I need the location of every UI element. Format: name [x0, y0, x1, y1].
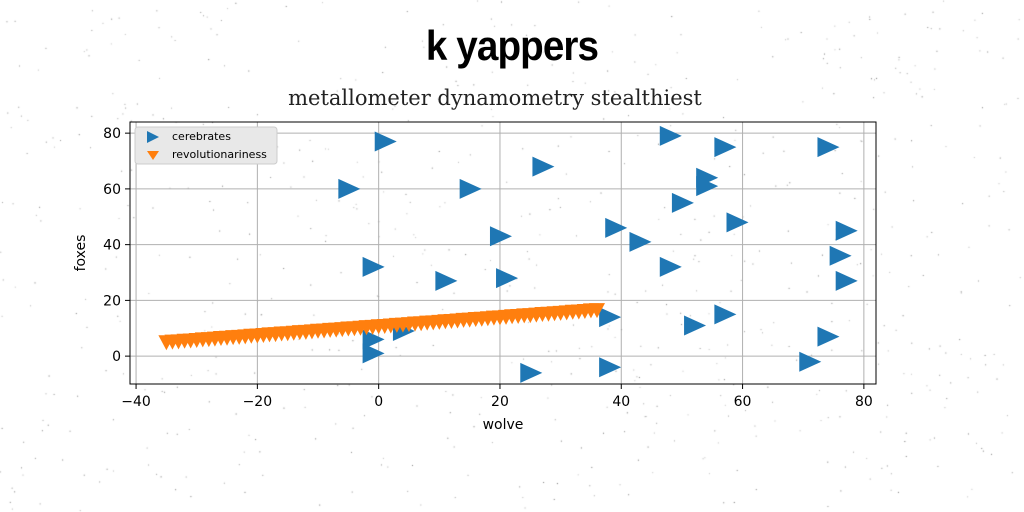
- y-tick-label: 40: [103, 238, 121, 254]
- cerebrates-point: [532, 156, 555, 177]
- x-tick-label: 0: [374, 394, 383, 410]
- cerebrates-point: [362, 343, 385, 364]
- legend-marker-revolutionariness: [147, 151, 159, 160]
- x-axis-label: wolve: [483, 417, 524, 433]
- y-axis-label: foxes: [73, 235, 89, 272]
- cerebrates-point: [362, 256, 385, 277]
- legend-label-cerebrates: cerebrates: [172, 130, 231, 143]
- x-tick-label: −40: [121, 394, 151, 410]
- x-tick-label: 40: [612, 394, 630, 410]
- cerebrates-point: [835, 270, 858, 291]
- cerebrates-point: [817, 326, 840, 347]
- cerebrates-point: [362, 329, 385, 350]
- cerebrates-point: [435, 270, 458, 291]
- x-tick-label: 20: [491, 394, 509, 410]
- cerebrates-point: [684, 315, 707, 336]
- y-tick-label: 0: [112, 349, 121, 365]
- cerebrates-point: [374, 131, 397, 152]
- cerebrates-point: [817, 137, 840, 158]
- data-points: [158, 125, 858, 383]
- cerebrates-point: [520, 362, 543, 383]
- cerebrates-point: [599, 307, 622, 328]
- cerebrates-point: [489, 226, 512, 247]
- x-tick-label: 80: [855, 394, 873, 410]
- cerebrates-point: [338, 178, 361, 199]
- plot-frame: [129, 121, 877, 385]
- cerebrates-point: [726, 212, 749, 233]
- cerebrates-point: [799, 351, 822, 372]
- legend: cerebrates revolutionariness: [134, 126, 278, 165]
- y-tick-label: 20: [103, 293, 121, 309]
- cerebrates-point: [714, 304, 737, 325]
- y-tick-label: 60: [103, 182, 121, 198]
- cerebrates-point: [659, 256, 682, 277]
- cerebrates-point: [659, 125, 682, 146]
- cerebrates-point: [671, 192, 694, 213]
- revolutionariness-point: [589, 303, 606, 319]
- cerebrates-point: [629, 231, 652, 252]
- axis-ticks: −40 −20 0 20 40 60 80 0 20 40 60 80: [103, 126, 873, 410]
- cerebrates-point: [835, 220, 858, 241]
- cerebrates-point: [459, 178, 482, 199]
- legend-marker-cerebrates: [147, 131, 159, 143]
- cerebrates-point: [496, 268, 519, 289]
- cerebrates-point: [605, 217, 628, 238]
- cerebrates-point: [714, 137, 737, 158]
- cerebrates-point: [599, 357, 622, 378]
- x-tick-label: −20: [243, 394, 273, 410]
- legend-label-revolutionariness: revolutionariness: [172, 148, 267, 161]
- x-tick-label: 60: [734, 394, 752, 410]
- cerebrates-point: [829, 245, 852, 266]
- cerebrates-point: [696, 176, 719, 197]
- chart-title: k yappers: [425, 22, 599, 69]
- legend-box: [134, 126, 278, 165]
- chart-subtitle: metallometer dynamometry stealthiest: [288, 86, 702, 110]
- y-tick-label: 80: [103, 126, 121, 142]
